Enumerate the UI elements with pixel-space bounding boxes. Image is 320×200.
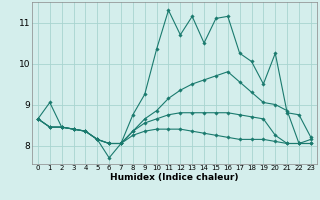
X-axis label: Humidex (Indice chaleur): Humidex (Indice chaleur) xyxy=(110,173,239,182)
